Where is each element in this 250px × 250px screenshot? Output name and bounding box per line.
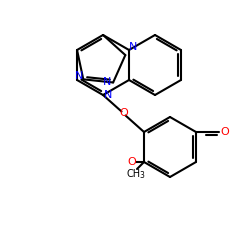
Text: O: O (220, 127, 229, 137)
Text: O: O (119, 108, 128, 118)
Text: N: N (104, 90, 112, 100)
Text: O: O (128, 157, 136, 167)
Text: N: N (75, 71, 84, 81)
Text: CH: CH (127, 169, 141, 179)
Text: N: N (103, 78, 111, 88)
Text: N: N (129, 42, 137, 52)
Text: 3: 3 (140, 172, 144, 180)
